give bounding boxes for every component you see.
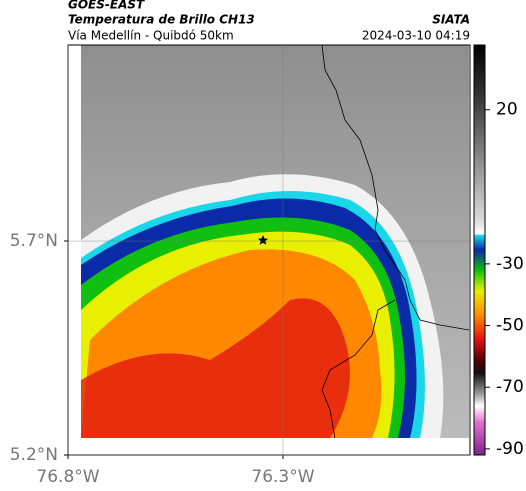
header: GOES-EAST Temperatura de Brillo CH13 Vía… [68, 0, 470, 43]
colorbar-tick-label: -90 [496, 439, 524, 459]
border [321, 299, 396, 438]
satellite: GOES-EAST [68, 0, 145, 12]
imagery [81, 45, 469, 438]
region: Vía Medellín - Quibdó 50km [68, 29, 234, 43]
city-marker [258, 235, 268, 245]
colorbar-tick-label: -50 [496, 316, 524, 336]
colorbar-tick-label: -30 [496, 254, 524, 274]
y-tick-label: 5.2°N [10, 445, 58, 465]
colorbar-tick-label: -70 [496, 377, 524, 397]
datetime: 2024-03-10 04:19 [362, 29, 470, 43]
product: Temperatura de Brillo CH13 [68, 13, 255, 27]
y-tick-label: 5.7°N [10, 231, 58, 251]
colorbar-tick-label: 20 [496, 100, 518, 120]
source: SIATA [432, 13, 470, 27]
border [321, 45, 469, 331]
colorbar [473, 44, 486, 456]
x-tick-label: 76.3°W [251, 467, 314, 487]
x-tick-label: 76.8°W [36, 467, 99, 487]
